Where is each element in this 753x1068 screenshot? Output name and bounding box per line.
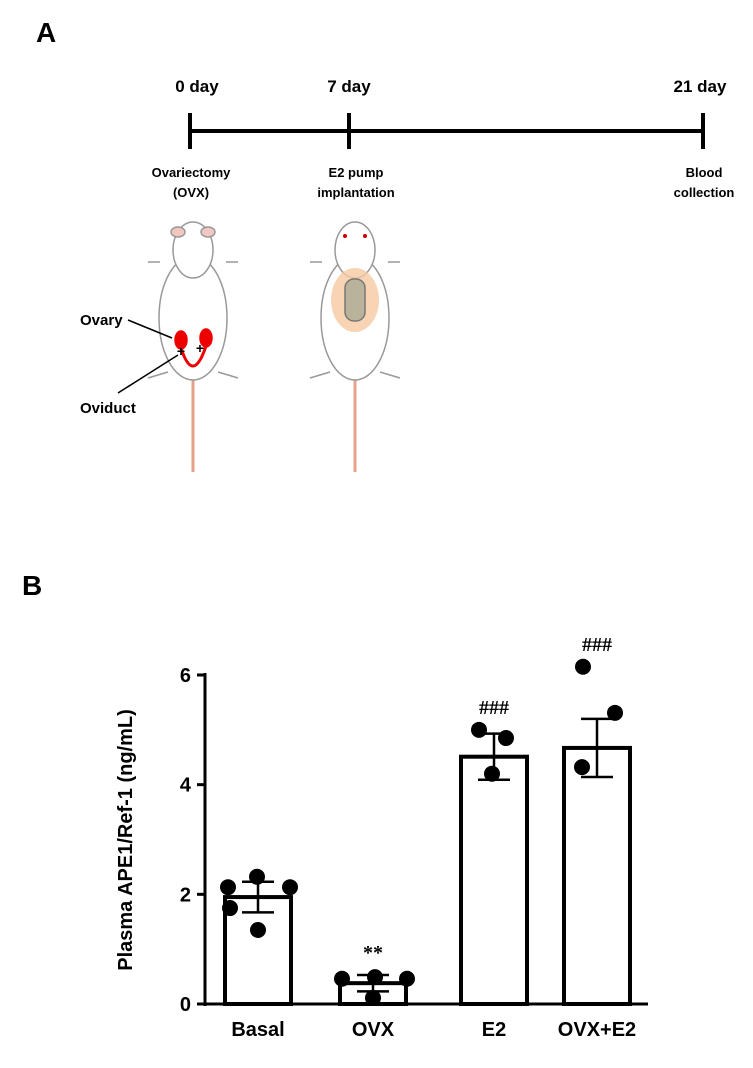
bar <box>562 745 632 1006</box>
x-tick-label: OVX <box>352 1019 395 1041</box>
event-label: E2 pump <box>329 165 384 180</box>
data-point <box>249 868 265 885</box>
data-point <box>399 970 415 987</box>
diagram-label: Oviduct <box>80 400 136 417</box>
pointer-arrow <box>127 319 173 339</box>
data-point <box>574 759 590 776</box>
x-tick-label: Basal <box>231 1019 284 1041</box>
event-label: Ovariectomy <box>152 165 232 180</box>
data-point <box>575 658 591 675</box>
x-tick-label: OVX+E2 <box>558 1019 636 1041</box>
pointer-arrow <box>117 354 179 394</box>
panel-label: B <box>22 570 42 601</box>
data-point <box>471 721 487 738</box>
significance-label: ### <box>479 697 509 719</box>
event-label: (OVX) <box>173 185 209 200</box>
y-tick-label: 4 <box>180 775 192 797</box>
event-label: Blood <box>686 165 723 180</box>
data-point <box>484 765 500 782</box>
data-point <box>607 704 623 721</box>
diagram-label: Ovary <box>80 312 123 329</box>
data-point <box>220 879 236 896</box>
y-tick-label: 2 <box>180 884 191 906</box>
day-label: 7 day <box>327 77 371 96</box>
data-point <box>498 730 514 747</box>
significance-label: ** <box>363 942 383 964</box>
mouse-illustration <box>309 221 401 472</box>
data-point <box>222 900 238 917</box>
data-point <box>365 989 381 1006</box>
day-label: 0 day <box>175 77 219 96</box>
y-tick-label: 6 <box>180 665 191 687</box>
significance-label: ### <box>582 634 612 656</box>
data-point <box>334 970 350 987</box>
data-point <box>250 921 266 938</box>
cut-mark: + <box>177 343 185 359</box>
y-axis-label: Plasma APE1/Ref-1 (ng/mL) <box>115 709 137 971</box>
data-point <box>367 969 383 986</box>
mouse-illustration <box>147 221 239 472</box>
day-label: 21 day <box>674 77 727 96</box>
x-tick-label: E2 <box>482 1019 506 1041</box>
event-label: implantation <box>317 185 394 200</box>
data-point <box>282 879 298 896</box>
y-tick-label: 0 <box>180 994 191 1016</box>
cut-mark: + <box>196 340 204 356</box>
panel-label: A <box>36 17 56 48</box>
bar <box>459 754 529 1006</box>
event-label: collection <box>674 185 735 200</box>
